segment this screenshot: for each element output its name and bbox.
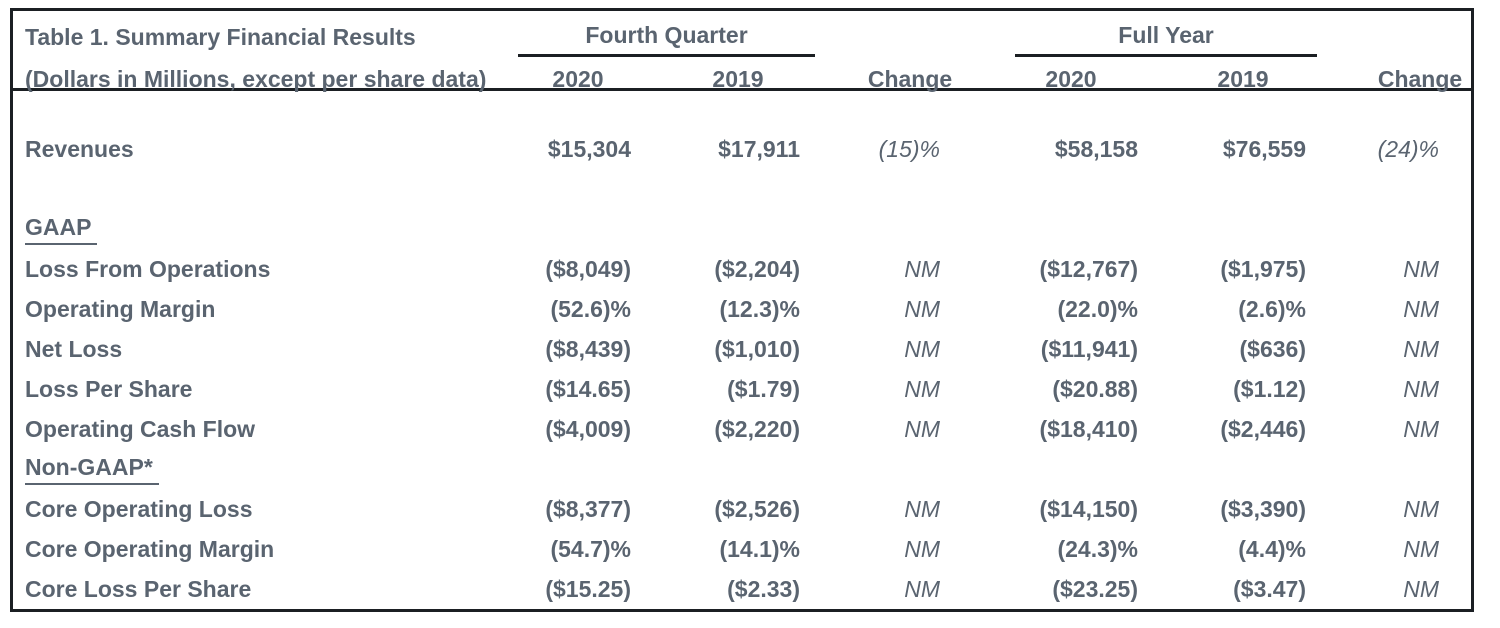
table-row-core-operating-margin: Core Operating Margin (54.7)% (14.1)% NM… — [13, 529, 1471, 569]
column-header-fy-2020: 2020 — [1045, 66, 1097, 92]
value-q4-2019: ($2,526) — [714, 495, 800, 522]
value-q4-change: NM — [904, 535, 940, 562]
table-body: Revenues $15,304 $17,911 (15)% $58,158 $… — [13, 91, 1471, 609]
table-row-core-loss-per-share: Core Loss Per Share ($15.25) ($2.33) NM … — [13, 569, 1471, 609]
value-fy-2019: $76,559 — [1222, 135, 1306, 162]
section-label-non-gaap: Non-GAAP* — [25, 454, 159, 485]
value-fy-2020: ($23.25) — [1052, 575, 1138, 602]
value-q4-change: NM — [904, 375, 940, 402]
column-header-fy-change: Change — [1377, 66, 1463, 92]
value-fy-2019: ($3.47) — [1233, 575, 1306, 602]
value-fy-change: NM — [1403, 415, 1439, 442]
blank-row — [13, 169, 1471, 209]
value-q4-2019: ($2,204) — [714, 255, 800, 282]
metric-label: Core Operating Margin — [25, 535, 275, 562]
value-fy-2020: $58,158 — [1054, 135, 1138, 162]
value-fy-change: (24)% — [1377, 135, 1439, 162]
table-header: Table 1. Summary Financial Results (Doll… — [13, 11, 1471, 92]
metric-label: Net Loss — [25, 335, 123, 362]
metric-label: Core Operating Loss — [25, 495, 253, 522]
table-row-loss-per-share: Loss Per Share ($14.65) ($1.79) NM ($20.… — [13, 369, 1471, 409]
metric-label: Revenues — [25, 135, 134, 162]
column-header-q4-2020: 2020 — [552, 66, 604, 92]
value-q4-2019: ($1.79) — [727, 375, 800, 402]
column-group-full-year: Full Year — [1015, 22, 1317, 57]
value-fy-2019: ($3,390) — [1220, 495, 1306, 522]
value-q4-2020: ($8,439) — [545, 335, 631, 362]
value-fy-2019: ($1,975) — [1220, 255, 1306, 282]
metric-label: Loss From Operations — [25, 255, 271, 282]
value-q4-2019: ($2,220) — [714, 415, 800, 442]
section-row-non-gaap: Non-GAAP* — [13, 449, 1471, 489]
value-q4-2020: ($14.65) — [545, 375, 631, 402]
value-fy-2020: ($14,150) — [1039, 495, 1138, 522]
value-fy-2019: (4.4)% — [1238, 535, 1306, 562]
metric-label: Operating Cash Flow — [25, 415, 256, 442]
table-subtitle: (Dollars in Millions, except per share d… — [25, 66, 487, 92]
value-fy-change: NM — [1403, 295, 1439, 322]
value-q4-2020: $15,304 — [547, 135, 631, 162]
value-q4-change: NM — [904, 415, 940, 442]
value-fy-2020: ($18,410) — [1039, 415, 1138, 442]
value-fy-2020: ($11,941) — [1040, 335, 1138, 362]
value-fy-2020: (24.3)% — [1057, 535, 1138, 562]
value-q4-2020: ($8,377) — [545, 495, 631, 522]
value-q4-change: NM — [904, 575, 940, 602]
section-row-gaap: GAAP — [13, 209, 1471, 249]
value-q4-2020: (52.6)% — [550, 295, 631, 322]
value-fy-change: NM — [1403, 535, 1439, 562]
value-fy-2019: (2.6)% — [1238, 295, 1306, 322]
column-header-q4-2019: 2019 — [712, 66, 764, 92]
column-header-fy-2019: 2019 — [1217, 66, 1269, 92]
value-fy-2019: ($1.12) — [1233, 375, 1306, 402]
value-q4-2019: (14.1)% — [719, 535, 800, 562]
table-row-operating-cash-flow: Operating Cash Flow ($4,009) ($2,220) NM… — [13, 409, 1471, 449]
value-q4-2019: ($2.33) — [727, 575, 800, 602]
value-q4-change: NM — [904, 495, 940, 522]
value-fy-2020: ($20.88) — [1052, 375, 1138, 402]
value-q4-2019: (12.3)% — [719, 295, 800, 322]
value-fy-change: NM — [1403, 375, 1439, 402]
section-label-gaap: GAAP — [25, 214, 98, 245]
value-q4-2019: ($1,010) — [714, 335, 800, 362]
value-q4-change: NM — [904, 295, 940, 322]
spacer-row — [13, 91, 1471, 129]
table-row-revenues: Revenues $15,304 $17,911 (15)% $58,158 $… — [13, 129, 1471, 169]
value-q4-2019: $17,911 — [718, 135, 800, 162]
table-title: Table 1. Summary Financial Results — [25, 24, 416, 50]
value-fy-change: NM — [1403, 255, 1439, 282]
table-row-loss-from-operations: Loss From Operations ($8,049) ($2,204) N… — [13, 249, 1471, 289]
table-row-net-loss: Net Loss ($8,439) ($1,010) NM ($11,941) … — [13, 329, 1471, 369]
column-header-q4-change: Change — [867, 66, 953, 92]
value-q4-change: NM — [904, 255, 940, 282]
value-fy-2019: ($2,446) — [1220, 415, 1306, 442]
table-row-operating-margin: Operating Margin (52.6)% (12.3)% NM (22.… — [13, 289, 1471, 329]
metric-label: Loss Per Share — [25, 375, 193, 402]
value-q4-2020: ($15.25) — [545, 575, 631, 602]
table-row-core-operating-loss: Core Operating Loss ($8,377) ($2,526) NM… — [13, 489, 1471, 529]
value-fy-2020: ($12,767) — [1039, 255, 1138, 282]
value-fy-change: NM — [1403, 335, 1439, 362]
value-fy-2019: ($636) — [1239, 335, 1306, 362]
value-q4-2020: ($4,009) — [545, 415, 631, 442]
value-fy-change: NM — [1403, 495, 1439, 522]
financial-results-table: Table 1. Summary Financial Results (Doll… — [10, 8, 1474, 612]
value-q4-2020: ($8,049) — [545, 255, 631, 282]
metric-label: Operating Margin — [25, 295, 216, 322]
value-q4-change: (15)% — [878, 135, 940, 162]
value-fy-2020: (22.0)% — [1057, 295, 1138, 322]
value-q4-2020: (54.7)% — [550, 535, 631, 562]
column-group-fourth-quarter: Fourth Quarter — [518, 22, 815, 57]
metric-label: Core Loss Per Share — [25, 575, 252, 602]
value-fy-change: NM — [1403, 575, 1439, 602]
value-q4-change: NM — [904, 335, 940, 362]
